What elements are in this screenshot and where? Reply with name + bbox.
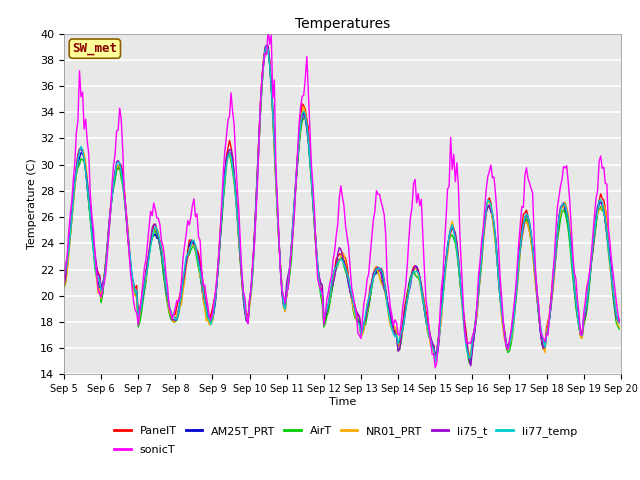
li77_temp <box>60 273 68 278</box>
sonicT <box>588 250 595 255</box>
NR01_PRT <box>616 324 623 330</box>
li75_t <box>253 170 261 176</box>
sonicT <box>616 319 623 325</box>
li75_t <box>467 363 475 369</box>
AirT <box>305 137 312 143</box>
AM25T_PRT <box>226 150 234 156</box>
li75_t <box>588 258 595 264</box>
AirT <box>467 361 475 367</box>
Title: Temperatures: Temperatures <box>295 17 390 31</box>
PanelT <box>253 168 261 174</box>
Line: PanelT: PanelT <box>64 46 620 359</box>
NR01_PRT <box>253 174 261 180</box>
li75_t <box>128 274 136 280</box>
li77_temp <box>305 136 312 142</box>
NR01_PRT <box>60 284 68 290</box>
li77_temp <box>588 255 595 261</box>
NR01_PRT <box>588 258 595 264</box>
sonicT <box>305 90 312 96</box>
AirT <box>616 326 623 332</box>
AM25T_PRT <box>253 177 261 183</box>
AirT <box>60 284 68 290</box>
AM25T_PRT <box>60 276 68 281</box>
li75_t <box>226 147 234 153</box>
Y-axis label: Temperature (C): Temperature (C) <box>28 158 37 250</box>
sonicT <box>253 185 261 191</box>
AM25T_PRT <box>263 42 271 48</box>
Line: AirT: AirT <box>64 47 620 364</box>
sonicT <box>128 285 136 290</box>
AM25T_PRT <box>128 275 136 281</box>
AirT <box>244 318 252 324</box>
li77_temp <box>431 359 439 365</box>
AirT <box>128 276 136 282</box>
PanelT <box>305 126 312 132</box>
sonicT <box>244 321 252 327</box>
li77_temp <box>253 173 261 179</box>
Line: NR01_PRT: NR01_PRT <box>64 48 620 360</box>
PanelT <box>60 271 68 276</box>
Line: li77_temp: li77_temp <box>64 46 620 362</box>
NR01_PRT <box>305 133 312 139</box>
NR01_PRT <box>263 45 271 51</box>
li75_t <box>305 135 312 141</box>
li77_temp <box>244 318 252 324</box>
li77_temp <box>263 43 271 49</box>
sonicT <box>431 365 439 371</box>
PanelT <box>128 279 136 285</box>
AirT <box>226 152 234 157</box>
X-axis label: Time: Time <box>329 397 356 407</box>
PanelT <box>226 138 234 144</box>
li77_temp <box>128 271 136 277</box>
AirT <box>588 260 595 266</box>
li75_t <box>263 43 271 48</box>
Line: sonicT: sonicT <box>64 29 620 368</box>
AM25T_PRT <box>244 318 252 324</box>
AM25T_PRT <box>467 359 475 364</box>
sonicT <box>264 26 272 32</box>
li77_temp <box>616 321 623 326</box>
Legend: sonicT: sonicT <box>114 444 175 455</box>
li75_t <box>244 320 252 326</box>
li75_t <box>60 282 68 288</box>
AM25T_PRT <box>616 317 623 323</box>
Line: AM25T_PRT: AM25T_PRT <box>64 45 620 361</box>
PanelT <box>616 317 623 323</box>
AM25T_PRT <box>305 140 312 145</box>
Text: SW_met: SW_met <box>72 42 117 55</box>
NR01_PRT <box>431 357 439 363</box>
NR01_PRT <box>226 150 234 156</box>
sonicT <box>226 113 234 119</box>
AirT <box>263 44 271 50</box>
Line: li75_t: li75_t <box>64 46 620 366</box>
PanelT <box>588 258 595 264</box>
NR01_PRT <box>244 317 252 323</box>
li77_temp <box>226 150 234 156</box>
li75_t <box>616 317 623 323</box>
PanelT <box>244 313 252 319</box>
AirT <box>253 171 261 177</box>
PanelT <box>431 356 439 362</box>
NR01_PRT <box>128 276 136 282</box>
PanelT <box>263 43 271 49</box>
sonicT <box>60 275 68 280</box>
AM25T_PRT <box>588 258 595 264</box>
